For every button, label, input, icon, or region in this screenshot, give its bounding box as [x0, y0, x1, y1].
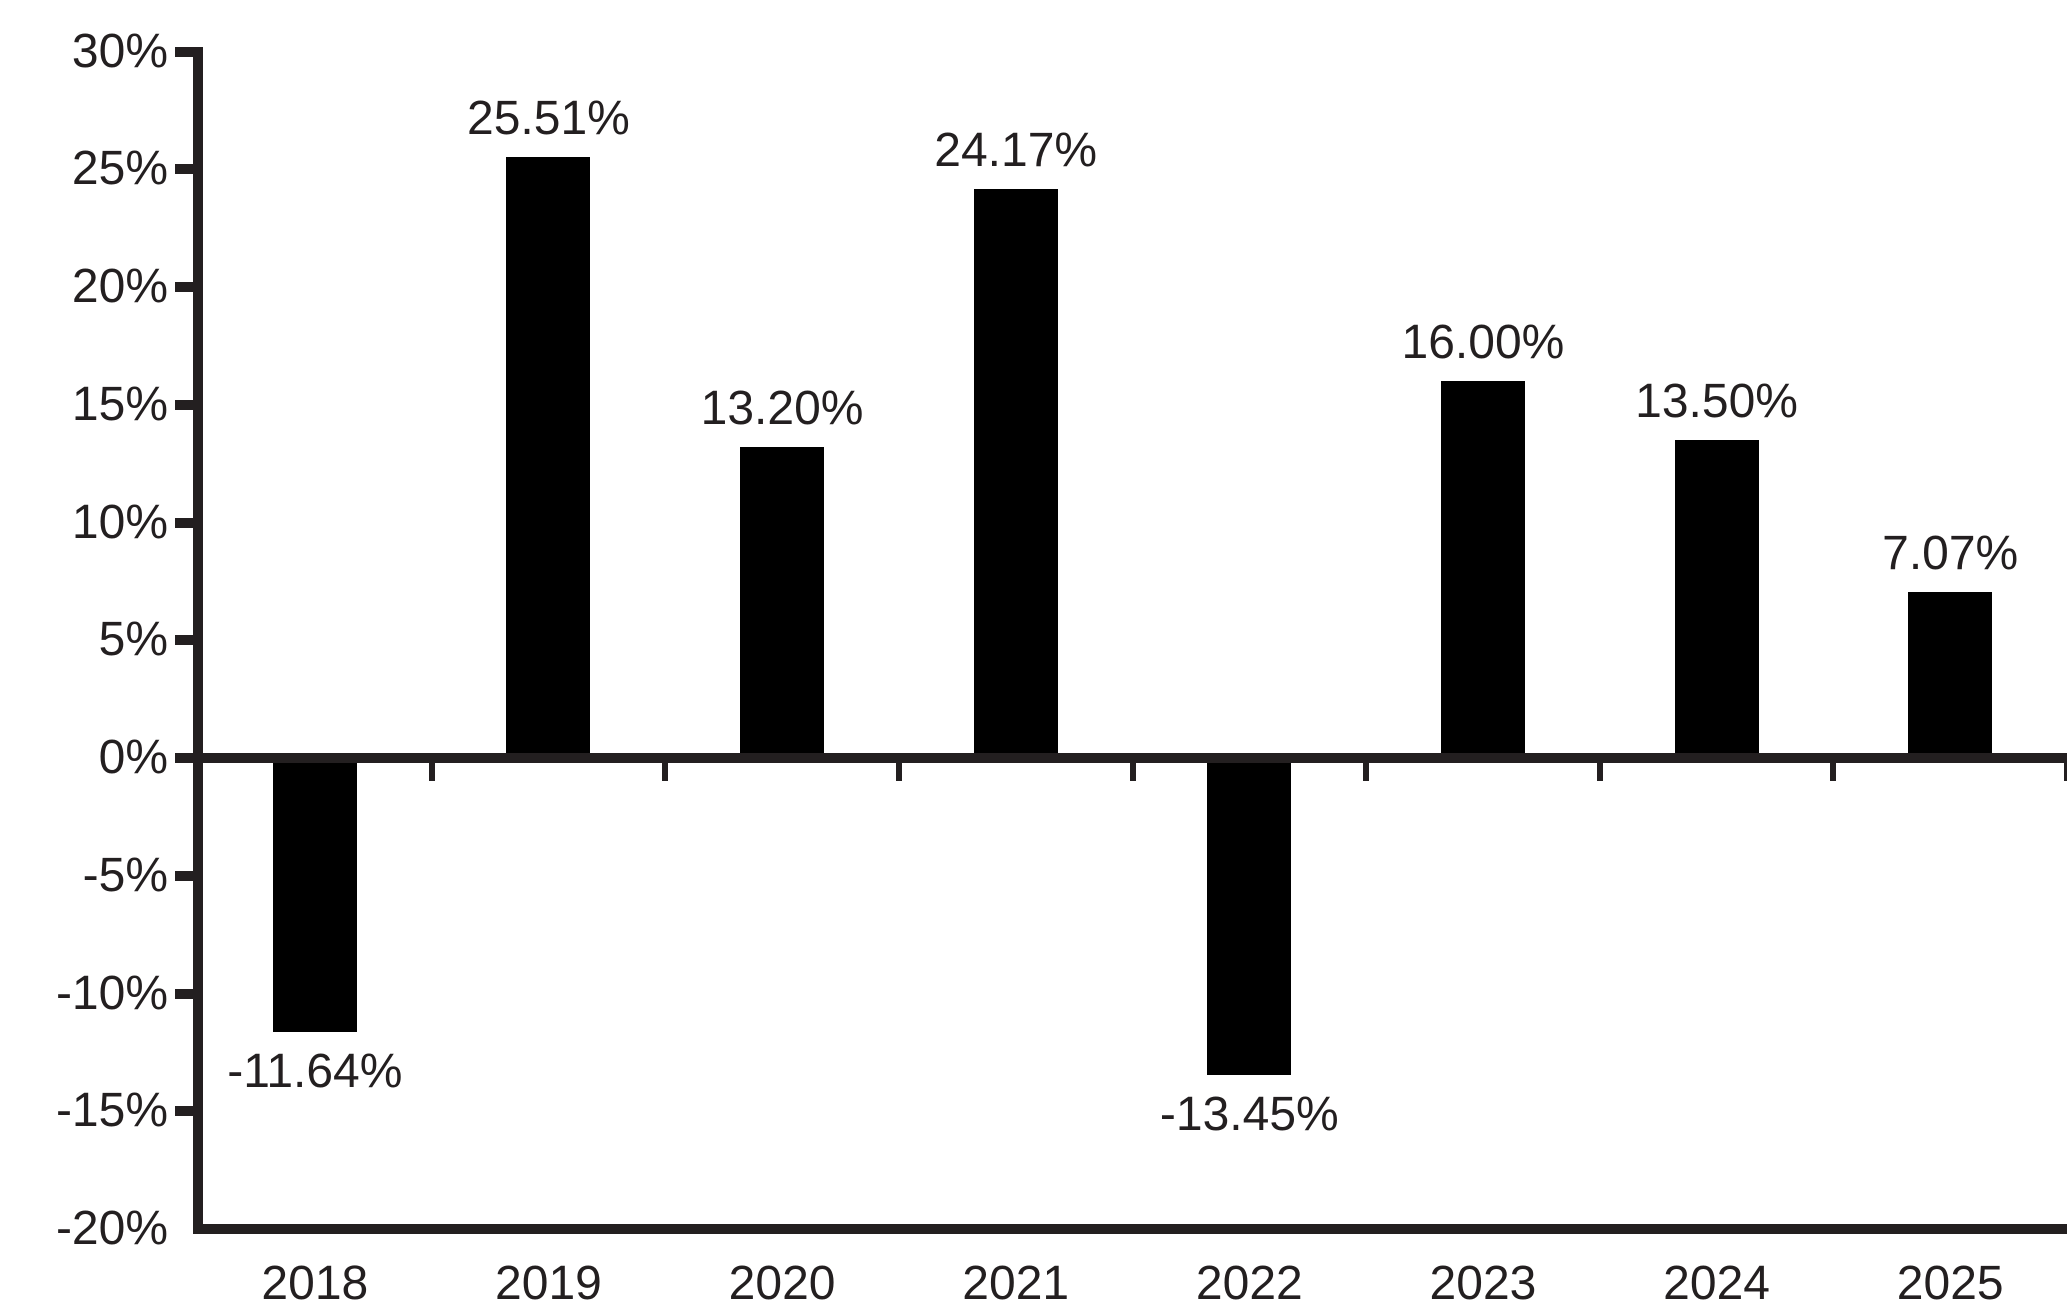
y-axis-tick [175, 399, 198, 410]
y-tick-label: 25% [71, 142, 168, 196]
y-axis-tick [175, 1106, 198, 1117]
y-axis-tick [175, 635, 198, 646]
x-tick-label: 2018 [261, 1257, 369, 1308]
y-tick-label: -15% [55, 1084, 168, 1138]
x-tick-label: 2019 [495, 1257, 602, 1308]
y-tick-label: 15% [71, 377, 168, 431]
x-tick-label: 2025 [1896, 1257, 2004, 1308]
x-axis-line [193, 1224, 2067, 1234]
y-axis-tick [175, 988, 198, 999]
x-tick-label: 2020 [728, 1257, 836, 1308]
x-axis-tick [1129, 763, 1136, 781]
bar-value-label: 25.51% [467, 92, 630, 146]
y-axis-tick [175, 46, 198, 57]
y-tick-label: 0% [98, 731, 168, 784]
bar-2025 [1908, 591, 1993, 758]
y-axis-tick [175, 517, 198, 528]
x-tick-label: 2024 [1663, 1257, 1770, 1308]
y-tick-label: 10% [71, 495, 168, 549]
x-axis-tick [662, 763, 669, 781]
x-axis-tick [428, 763, 435, 781]
x-axis-tick [2064, 763, 2067, 781]
y-axis-tick [175, 753, 198, 763]
bar-2023 [1440, 381, 1525, 758]
bar-value-label: -13.45% [1159, 1087, 1339, 1141]
y-axis-line [193, 46, 203, 1234]
y-axis-tick [175, 870, 198, 881]
x-axis-tick [1830, 763, 1837, 781]
y-axis-tick [175, 164, 198, 175]
x-axis-tick [1363, 763, 1370, 781]
y-tick-label: 5% [98, 613, 168, 667]
bar-value-label: 16.00% [1401, 316, 1565, 370]
bar-value-label: 7.07% [1882, 526, 2019, 580]
bar-2022 [1207, 758, 1292, 1075]
bar-value-label: -11.64% [227, 1045, 403, 1099]
bar-2019 [506, 157, 591, 758]
bar-value-label: 24.17% [934, 123, 1098, 177]
bar-2024 [1674, 440, 1759, 758]
bar-2018 [272, 758, 357, 1033]
y-tick-label: 20% [71, 260, 168, 313]
bar-2021 [973, 188, 1058, 758]
bar-value-label: 13.20% [700, 382, 864, 436]
y-tick-label: -10% [55, 966, 168, 1020]
bar-2020 [740, 447, 825, 758]
x-tick-label: 2021 [962, 1257, 1070, 1308]
x-axis-tick [1596, 763, 1603, 781]
x-tick-label: 2022 [1195, 1257, 1303, 1308]
y-tick-label: 30% [71, 24, 168, 78]
zero-line [193, 753, 2067, 763]
x-axis-tick [895, 763, 902, 781]
y-tick-label: -20% [55, 1202, 168, 1255]
x-tick-label: 2023 [1429, 1257, 1537, 1308]
y-tick-label: -5% [82, 848, 168, 902]
y-axis-tick [175, 282, 198, 292]
bar-value-label: 13.50% [1635, 375, 1798, 429]
